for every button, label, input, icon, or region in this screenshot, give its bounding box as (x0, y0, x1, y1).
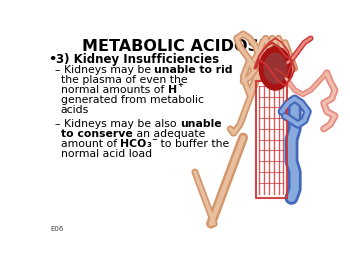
Text: to conserve: to conserve (61, 129, 133, 139)
Text: H: H (168, 85, 177, 95)
Text: METABOLIC ACIDOSIS: METABOLIC ACIDOSIS (82, 39, 276, 54)
Text: 3) Kidney Insufficiencies: 3) Kidney Insufficiencies (56, 53, 219, 66)
Text: normal acid load: normal acid load (61, 149, 152, 159)
Text: generated from metabolic: generated from metabolic (61, 95, 204, 105)
Text: unable: unable (180, 119, 221, 129)
Text: to buffer the: to buffer the (158, 139, 230, 149)
Text: amount of: amount of (61, 139, 120, 149)
Text: the plasma of even the: the plasma of even the (61, 75, 188, 85)
Text: HCO: HCO (120, 139, 147, 149)
Text: acids: acids (61, 105, 89, 115)
Text: 3: 3 (147, 143, 152, 148)
Text: •: • (48, 53, 57, 66)
Text: +: + (177, 82, 183, 88)
Text: – Kidneys may be also: – Kidneys may be also (55, 119, 180, 129)
Text: E06: E06 (50, 226, 63, 232)
Circle shape (259, 47, 292, 90)
Text: unable to rid: unable to rid (154, 65, 233, 75)
Text: an adequate: an adequate (133, 129, 205, 139)
Circle shape (264, 53, 287, 84)
Text: −: − (152, 137, 158, 143)
Text: – Kidneys may be: – Kidneys may be (55, 65, 154, 75)
Text: normal amounts of: normal amounts of (61, 85, 168, 95)
